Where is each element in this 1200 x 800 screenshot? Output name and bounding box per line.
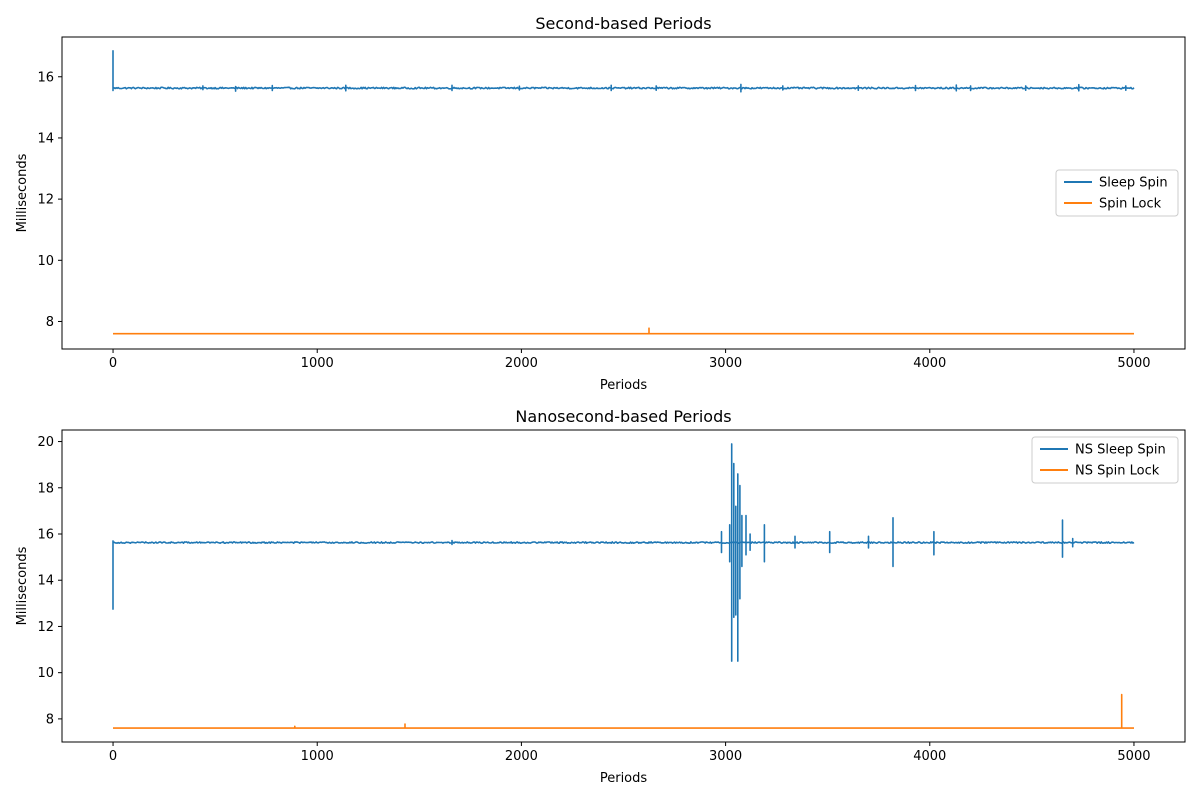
axes-frame bbox=[61, 429, 1186, 743]
series-line-spin-lock bbox=[113, 327, 1134, 335]
x-tick-label: 0 bbox=[109, 749, 117, 764]
series-line-ns-spin-lock bbox=[113, 693, 1134, 729]
x-tick-label: 0 bbox=[109, 356, 117, 371]
x-axis-label: Periods bbox=[600, 771, 648, 786]
y-tick-label: 8 bbox=[46, 315, 54, 330]
chart-nanosecond-based: 0 1000 2000 3000 4000 5000 8 10 12 14 16 18 20 Nanose… bbox=[15, 407, 1186, 786]
y-tick-label: 12 bbox=[37, 620, 54, 635]
y-tick-label: 18 bbox=[37, 481, 54, 496]
axes-frame bbox=[61, 36, 1186, 350]
y-tick-label: 14 bbox=[37, 131, 54, 146]
x-tick-label: 3000 bbox=[709, 356, 742, 371]
legend-label: Spin Lock bbox=[1099, 197, 1162, 212]
y-tick-label: 20 bbox=[37, 435, 54, 450]
legend: NS Sleep Spin NS Spin Lock bbox=[1031, 436, 1179, 484]
y-tick-label: 16 bbox=[37, 528, 54, 543]
y-tick-label: 12 bbox=[37, 193, 54, 208]
legend: Sleep Spin Spin Lock bbox=[1055, 169, 1179, 217]
legend-label: Sleep Spin bbox=[1099, 176, 1168, 191]
y-tick-label: 14 bbox=[37, 574, 54, 589]
legend-label: NS Sleep Spin bbox=[1075, 443, 1166, 458]
x-tick-label: 5000 bbox=[1117, 749, 1150, 764]
y-tick-label: 10 bbox=[37, 254, 54, 269]
chart-title: Nanosecond-based Periods bbox=[515, 407, 731, 426]
chart-second-based: 0 1000 2000 3000 4000 5000 8 10 12 14 16 Second-bas… bbox=[15, 14, 1186, 393]
x-tick-label: 2000 bbox=[505, 356, 538, 371]
x-tick-label: 1000 bbox=[301, 749, 334, 764]
y-tick-label: 10 bbox=[37, 666, 54, 681]
series-line-sleep-spin bbox=[112, 50, 1135, 93]
x-tick-label: 3000 bbox=[709, 749, 742, 764]
series-line-ns-sleep-spin bbox=[112, 443, 1135, 662]
x-tick-label: 1000 bbox=[301, 356, 334, 371]
y-tick-label: 16 bbox=[37, 70, 54, 85]
x-tick-label: 4000 bbox=[913, 749, 946, 764]
y-axis-label: Milliseconds bbox=[15, 153, 30, 232]
chart-title: Second-based Periods bbox=[535, 14, 711, 33]
x-tick-label: 4000 bbox=[913, 356, 946, 371]
x-tick-label: 2000 bbox=[505, 749, 538, 764]
x-tick-label: 5000 bbox=[1117, 356, 1150, 371]
y-axis-label: Milliseconds bbox=[15, 546, 30, 625]
legend-box bbox=[1031, 436, 1179, 484]
y-tick-label: 8 bbox=[46, 712, 54, 727]
legend-label: NS Spin Lock bbox=[1075, 464, 1160, 479]
x-axis-label: Periods bbox=[600, 378, 648, 393]
